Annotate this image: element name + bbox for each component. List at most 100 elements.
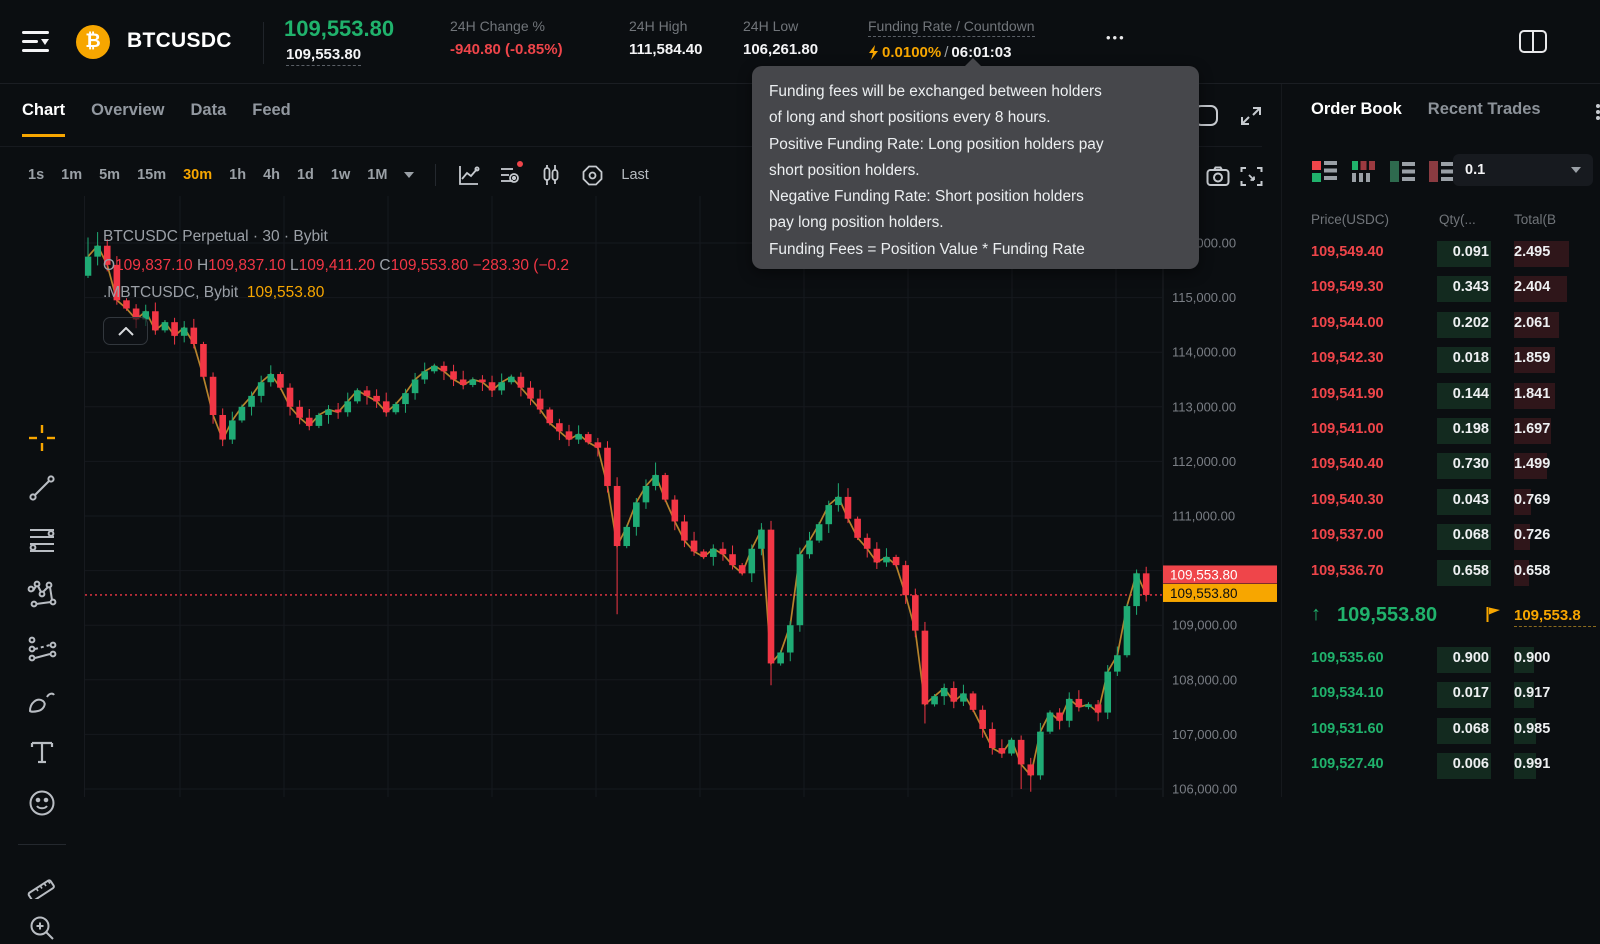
- chart-ohlc-line: O109,837.10 H109,837.10 L109,411.20 C109…: [103, 257, 570, 274]
- divider: [435, 164, 437, 186]
- timeframe-1w[interactable]: 1w: [330, 167, 351, 183]
- menu-icon[interactable]: [22, 29, 49, 55]
- tab-chart[interactable]: Chart: [22, 101, 66, 137]
- qty-cell: 0.017: [1452, 685, 1489, 702]
- ask-row[interactable]: 109,542.30 0.018 1.859: [1311, 342, 1600, 377]
- timeframe-15m[interactable]: 15m: [137, 167, 167, 183]
- indicators-icon[interactable]: [498, 161, 524, 187]
- funding-label[interactable]: Funding Rate / Countdown: [868, 18, 1035, 37]
- bid-row[interactable]: 109,535.60 0.900 0.900: [1311, 642, 1600, 677]
- ask-row[interactable]: 109,540.30 0.043 0.769: [1311, 484, 1600, 519]
- total-cell: 0.900: [1514, 649, 1551, 666]
- book-view-columns-icon[interactable]: [1350, 158, 1377, 185]
- ask-row[interactable]: 109,540.40 0.730 1.499: [1311, 448, 1600, 483]
- total-cell: 0.726: [1514, 527, 1551, 544]
- book-view-both-icon[interactable]: [1311, 158, 1338, 185]
- ask-row[interactable]: 109,537.00 0.068 0.726: [1311, 519, 1600, 554]
- total-cell: 1.841: [1514, 385, 1551, 402]
- last-price-type-label[interactable]: Last: [621, 167, 649, 183]
- bid-row[interactable]: 109,531.60 0.068 0.985: [1311, 713, 1600, 748]
- tooltip-line: Positive Funding Rate: Long position hol…: [769, 135, 1104, 153]
- bid-row[interactable]: 109,527.40 0.006 0.991: [1311, 748, 1600, 783]
- camera-icon[interactable]: [1206, 166, 1230, 192]
- menu-caret: [41, 39, 49, 45]
- text-tool-icon[interactable]: [26, 736, 58, 768]
- ask-row[interactable]: 109,544.00 0.202 2.061: [1311, 307, 1600, 342]
- candle-settings-icon[interactable]: [539, 163, 563, 187]
- qty-cell: 0.658: [1452, 562, 1489, 579]
- tab-order-book[interactable]: Order Book: [1311, 100, 1402, 118]
- qty-depth-cell: [1437, 241, 1491, 267]
- total-depth-bar: [1514, 276, 1567, 303]
- svg-text:107,000.00: 107,000.00: [1172, 727, 1237, 742]
- qty-cell: 0.091: [1452, 244, 1489, 260]
- total-depth-bar: [1514, 382, 1555, 409]
- index-price[interactable]: 109,553.8: [1514, 607, 1596, 627]
- ask-row[interactable]: 109,541.00 0.198 1.697: [1311, 413, 1600, 448]
- tab-overview[interactable]: Overview: [91, 101, 165, 119]
- tab-feed[interactable]: Feed: [252, 101, 291, 119]
- qty-depth-cell: [1437, 311, 1491, 338]
- funding-tooltip: Funding fees will be exchanged between h…: [752, 58, 1199, 269]
- panel-layout-icon[interactable]: [1518, 28, 1548, 56]
- ask-row[interactable]: 109,541.90 0.144 1.841: [1311, 378, 1600, 413]
- qty-depth-cell: [1437, 382, 1491, 409]
- timeframe-1M[interactable]: 1M: [367, 167, 388, 183]
- precision-dropdown[interactable]: 0.1: [1453, 154, 1593, 186]
- svg-text:109,553.80: 109,553.80: [1170, 567, 1238, 582]
- mid-price-row[interactable]: ↑ 109,553.80 109,553.8: [1311, 590, 1600, 642]
- svg-text:106,000.00: 106,000.00: [1172, 782, 1237, 797]
- price-cell: 109,544.00: [1311, 314, 1384, 331]
- book-view-bids-icon[interactable]: [1389, 158, 1416, 185]
- symbol-title[interactable]: BTCUSDC: [127, 29, 232, 52]
- timeframe-1m[interactable]: 1m: [61, 167, 83, 183]
- timeframe-5m[interactable]: 5m: [99, 167, 121, 183]
- legend-collapse-button[interactable]: [103, 317, 148, 345]
- price-cell: 109,537.00: [1311, 527, 1384, 544]
- chart-symbol-line: BTCUSDC Perpetual · 30 · Bybit: [103, 228, 328, 245]
- mark-price[interactable]: 109,553.80: [286, 46, 362, 66]
- total-cell: 0.985: [1514, 720, 1551, 737]
- trendline-tool-icon[interactable]: [26, 472, 58, 504]
- divider: [18, 844, 66, 845]
- tooltip-line: of long and short positions every 8 hour…: [769, 109, 1051, 127]
- fib-tool-icon[interactable]: [26, 523, 58, 555]
- btc-logo-icon: ₿: [76, 25, 110, 59]
- timeframe-4h[interactable]: 4h: [263, 167, 280, 183]
- timeframe-1h[interactable]: 1h: [229, 167, 247, 183]
- tab-data[interactable]: Data: [190, 101, 227, 119]
- timeframe-dropdown-icon[interactable]: [404, 172, 415, 178]
- total-cell: 0.658: [1514, 562, 1551, 579]
- ask-row[interactable]: 109,549.30 0.343 2.404: [1311, 271, 1600, 306]
- ask-row[interactable]: 109,549.40 0.091 2.495: [1311, 236, 1600, 271]
- price-source-icon[interactable]: [580, 163, 604, 187]
- chart-style-icon[interactable]: [457, 163, 481, 187]
- zoom-in-tool-icon[interactable]: [26, 912, 58, 944]
- price-cell: 109,527.40: [1311, 756, 1384, 773]
- chart-canvas[interactable]: 116,000.00115,000.00114,000.00113,000.00…: [0, 84, 1600, 797]
- bid-row[interactable]: 109,534.10 0.017 0.917: [1311, 677, 1600, 712]
- pattern-tool-icon[interactable]: [26, 578, 58, 610]
- svg-text:114,000.00: 114,000.00: [1172, 345, 1236, 360]
- timeframe-1s[interactable]: 1s: [28, 167, 45, 183]
- ask-row[interactable]: 109,536.70 0.658 0.658: [1311, 555, 1600, 590]
- drawing-toolbar: [0, 196, 85, 940]
- ruler-tool-icon[interactable]: [26, 868, 58, 900]
- price-cell: 109,536.70: [1311, 562, 1384, 579]
- emoji-tool-icon[interactable]: [26, 787, 58, 819]
- more-options-icon[interactable]: •••: [1106, 30, 1126, 45]
- tab-recent-trades[interactable]: Recent Trades: [1427, 100, 1541, 118]
- timeframe-30m[interactable]: 30m: [183, 167, 213, 183]
- brush-tool-icon[interactable]: [26, 685, 58, 717]
- qty-cell: 0.900: [1452, 649, 1489, 666]
- timeframe-1d[interactable]: 1d: [296, 167, 314, 183]
- order-book-more-icon[interactable]: [1589, 102, 1600, 122]
- book-view-asks-icon[interactable]: [1428, 158, 1455, 185]
- fullscreen-icon[interactable]: [1240, 166, 1263, 192]
- notification-dot: [517, 161, 524, 167]
- expand-icon[interactable]: [1239, 104, 1263, 133]
- crosshair-tool-icon[interactable]: [26, 422, 58, 454]
- forecast-tool-icon[interactable]: [26, 632, 58, 664]
- qty-depth-cell: [1437, 646, 1491, 673]
- qty-depth-cell: [1437, 453, 1491, 480]
